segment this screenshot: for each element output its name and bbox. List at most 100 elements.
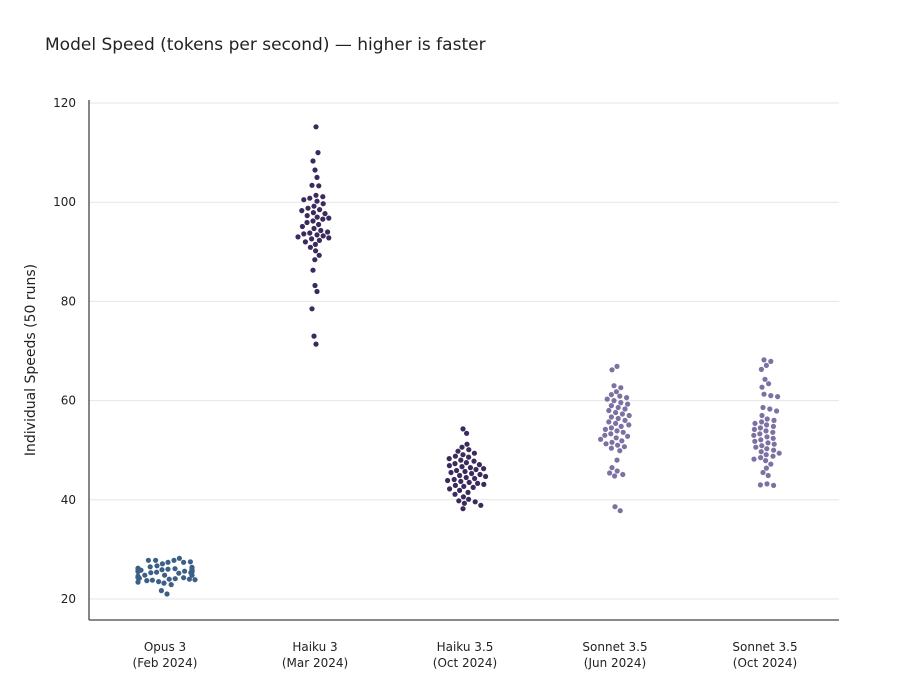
data-point (168, 582, 174, 588)
data-point (307, 244, 313, 250)
data-point (313, 248, 319, 254)
data-point (759, 443, 765, 449)
data-point (458, 478, 464, 484)
data-point (764, 481, 770, 487)
data-point (316, 237, 322, 243)
data-point (475, 480, 481, 486)
category-date: (Jun 2024) (584, 656, 646, 670)
data-point (158, 588, 164, 594)
data-point (481, 466, 487, 472)
data-point (621, 444, 628, 450)
data-point (312, 257, 318, 263)
data-point (460, 494, 466, 500)
data-point (771, 482, 777, 488)
data-point (763, 465, 770, 471)
data-point (159, 567, 165, 573)
data-point (458, 457, 464, 463)
data-point (309, 236, 315, 242)
data-point (309, 182, 315, 188)
data-point (311, 203, 317, 209)
data-point (161, 580, 167, 586)
data-point (182, 568, 188, 574)
data-point (775, 394, 781, 400)
data-point (299, 208, 305, 214)
data-point (307, 195, 313, 201)
data-point (611, 383, 617, 389)
series-points (598, 363, 632, 514)
x-category-label: Sonnet 3.5 (Jun 2024) (582, 640, 647, 670)
data-point (768, 358, 774, 364)
data-point (320, 233, 326, 239)
data-point (301, 231, 307, 237)
data-point (154, 563, 160, 569)
data-point (618, 423, 624, 429)
data-point (622, 406, 628, 412)
data-point (476, 462, 482, 468)
data-point (326, 235, 332, 241)
data-point (763, 428, 769, 434)
data-point (626, 412, 632, 419)
data-point (763, 362, 770, 368)
data-point (768, 461, 774, 467)
data-point (189, 567, 195, 573)
data-point (176, 555, 182, 561)
data-point (310, 218, 316, 224)
chart-title: Model Speed (tokens per second) — higher… (45, 35, 486, 55)
data-point (606, 419, 612, 425)
data-point (316, 221, 322, 228)
data-point (464, 430, 470, 436)
y-tick-label: 80 (61, 294, 76, 308)
data-point (763, 458, 769, 464)
data-point (752, 420, 758, 426)
y-axis-title: Individual Speeds (50 runs) (23, 264, 39, 456)
y-tick-label: 120 (53, 96, 76, 110)
data-point (757, 425, 764, 431)
data-point (759, 419, 765, 425)
data-point (463, 474, 469, 481)
data-point (312, 241, 318, 247)
data-point (752, 438, 758, 444)
data-point (142, 572, 148, 578)
data-point (625, 433, 631, 439)
data-point (156, 579, 162, 585)
data-point (611, 398, 617, 404)
data-point (135, 579, 141, 585)
x-category-labels: Opus 3(Feb 2024)Haiku 3(Mar 2024)Haiku 3… (133, 640, 798, 670)
data-point (613, 420, 619, 426)
data-point (774, 408, 780, 414)
data-point (626, 422, 632, 428)
data-point (622, 417, 628, 423)
data-point (760, 469, 766, 476)
data-point (299, 223, 305, 230)
y-tick-label: 20 (61, 592, 76, 606)
data-point (771, 447, 777, 453)
data-point (314, 232, 320, 238)
data-point (761, 391, 767, 397)
data-point (464, 441, 470, 447)
data-point (309, 306, 315, 312)
data-point (461, 500, 467, 506)
data-point (154, 569, 160, 575)
data-point (763, 452, 769, 458)
data-point (619, 411, 626, 417)
data-point (302, 239, 308, 245)
data-point (466, 479, 472, 485)
data-point (615, 442, 621, 448)
x-category-label: Haiku 3 (Mar 2024) (282, 640, 348, 670)
series-points (295, 124, 332, 347)
data-point (176, 570, 182, 576)
category-name: Sonnet 3.5 (582, 640, 647, 654)
data-point (759, 384, 765, 390)
data-point (614, 457, 620, 463)
data-point (466, 454, 472, 460)
data-point (462, 468, 468, 475)
data-point (614, 428, 620, 434)
data-point (314, 198, 320, 204)
data-point (147, 564, 153, 570)
data-point (481, 481, 487, 487)
data-point (764, 434, 770, 440)
data-point (171, 557, 177, 563)
data-point (320, 216, 326, 222)
data-point (318, 227, 324, 234)
data-point (446, 456, 452, 462)
